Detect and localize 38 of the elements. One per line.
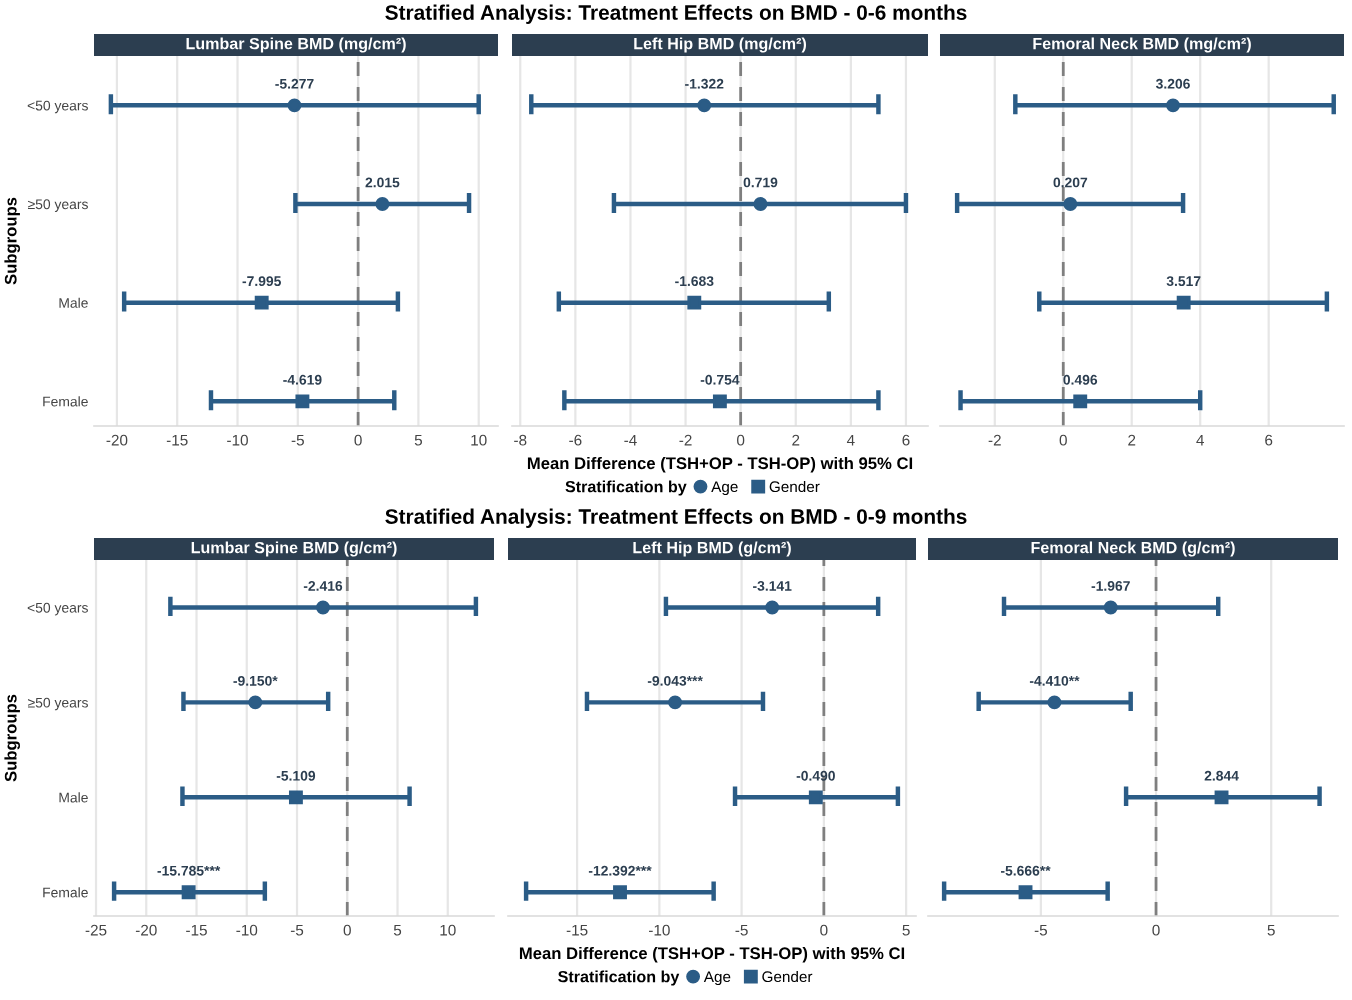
point: [1018, 885, 1033, 900]
x-axis-title: Mean Difference (TSH+OP - TSH-OP) with 95% CI: [519, 946, 905, 963]
point: [181, 885, 196, 900]
chart-title: Stratified Analysis: Treatment Effects on BMD - 0-9 months: [385, 508, 967, 528]
y-axis-title: Subgroups: [4, 694, 20, 782]
point: [668, 695, 683, 710]
legend-title: Stratification by: [565, 480, 687, 496]
point: [1176, 295, 1191, 310]
chart-subtitle: Femoral Neck BMD (mg/cm²): [1033, 37, 1251, 53]
point: [808, 790, 823, 805]
point: [316, 600, 330, 615]
y-axis-title: Subgroups: [4, 197, 20, 285]
point: [287, 98, 302, 113]
legend-title: Stratification by: [558, 970, 680, 986]
chart-subtitle: Femoral Neck BMD (g/cm²): [1031, 541, 1235, 557]
point: [765, 600, 780, 615]
point: [687, 295, 702, 310]
x-axis-title: Mean Difference (TSH+OP - TSH-OP) with 95% CI: [527, 456, 913, 473]
point: [753, 197, 768, 211]
chart-subtitle: Lumbar Spine BMD (g/cm²): [191, 541, 397, 557]
point: [1166, 98, 1180, 113]
point: [613, 885, 627, 900]
point: [712, 394, 727, 409]
point: [375, 197, 390, 211]
chart-subtitle: Left Hip BMD (mg/cm²): [634, 37, 807, 53]
chart-subtitle: Left Hip BMD (g/cm²): [633, 541, 791, 557]
point: [1063, 197, 1078, 211]
point: [248, 695, 263, 710]
point: [1103, 600, 1118, 615]
point: [697, 98, 712, 113]
chart-title: Stratified Analysis: Treatment Effects on BMD - 0-6 months: [385, 4, 967, 24]
chart-subtitle: Lumbar Spine BMD (mg/cm²): [186, 37, 406, 53]
point: [1214, 790, 1229, 805]
point: [288, 790, 303, 805]
point: [295, 394, 310, 409]
point: [1073, 394, 1088, 409]
point: [1047, 695, 1062, 710]
point: [254, 295, 269, 310]
